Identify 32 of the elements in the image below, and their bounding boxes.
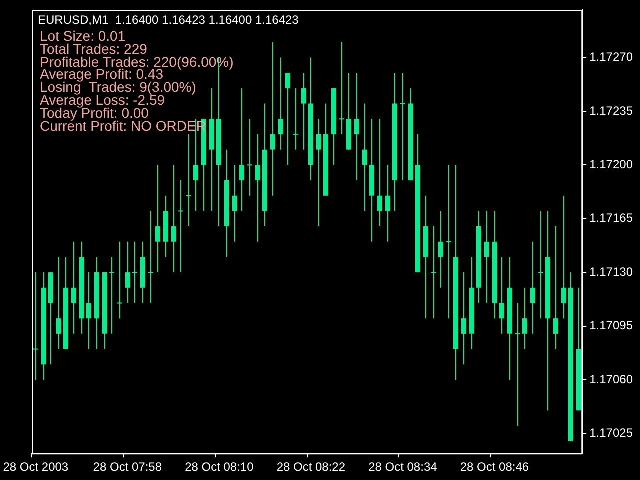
candlestick <box>538 211 544 319</box>
x-tick-label: 28 Oct 08:46 <box>460 460 530 474</box>
y-tick-label: 1.17270 <box>590 50 634 64</box>
y-tick-label: 1.17200 <box>590 157 634 172</box>
y-tick-label: 1.17060 <box>590 372 634 386</box>
y-tick-label: 1.17095 <box>590 318 634 333</box>
x-tick-label: 28 Oct 08:22 <box>276 460 346 474</box>
candlestick <box>270 42 276 196</box>
y-tick-label: 1.17025 <box>590 426 634 440</box>
x-tick-label: 28 Oct 07:58 <box>93 460 162 474</box>
candlestick <box>118 242 122 319</box>
y-tick-label: 1.17235 <box>590 104 634 118</box>
x-tick-label: 28 Oct 08:34 <box>368 460 438 474</box>
candlestick <box>148 211 154 304</box>
y-tick-label: 1.17165 <box>590 211 634 226</box>
candlestick <box>432 226 436 319</box>
x-tick-label: 28 Oct 2003 <box>3 460 69 474</box>
candlestick <box>294 88 298 150</box>
candlestick <box>34 272 38 380</box>
candlestick <box>248 119 252 196</box>
annotation: Average Profit: 0.43 <box>40 66 164 82</box>
candlestick <box>132 242 138 304</box>
candlestick <box>446 165 452 319</box>
chart-title: EURUSD,M1 1.16400 1.16423 1.16400 1.16423 <box>38 13 299 27</box>
candlestick <box>110 257 114 334</box>
y-tick-label: 1.17130 <box>590 264 634 279</box>
candlestick <box>400 73 406 181</box>
candlestick <box>340 42 344 134</box>
candlestick <box>516 303 520 426</box>
candlestick <box>186 134 192 227</box>
x-tick-label: 28 Oct 08:10 <box>185 460 254 474</box>
candlestick <box>178 180 184 273</box>
